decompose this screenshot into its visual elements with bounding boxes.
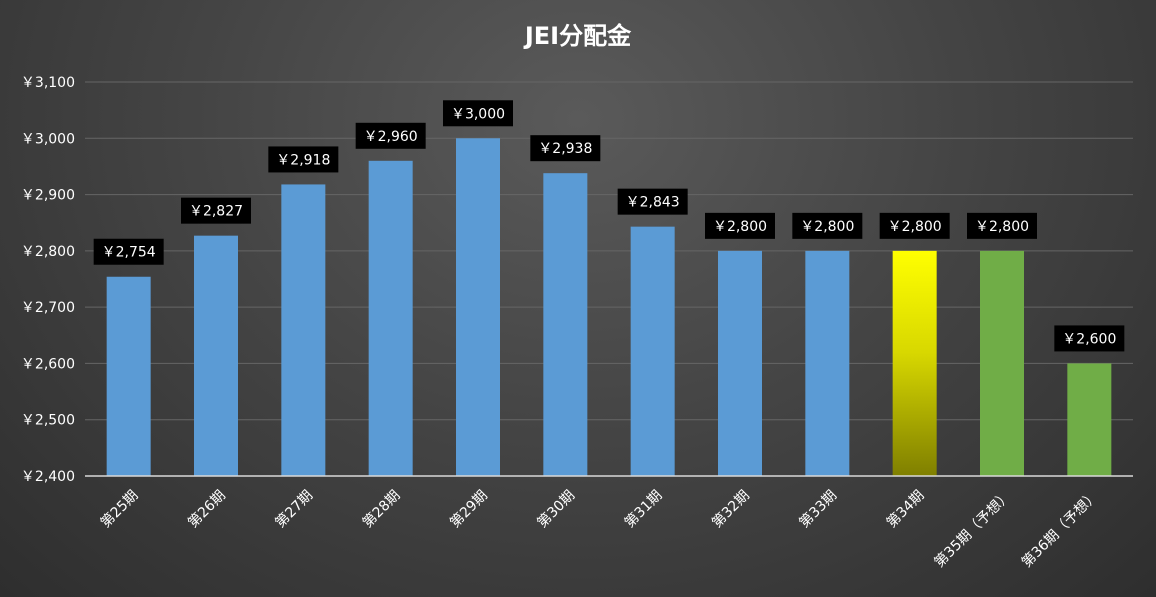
x-tick-label: 第35期（予想） bbox=[931, 487, 1015, 571]
x-tick-label: 第31期 bbox=[621, 487, 665, 531]
bar bbox=[368, 160, 413, 477]
x-tick-label: 第36期（予想） bbox=[1018, 487, 1102, 571]
x-axis: 第25期 第26期 第27期 第28期 第29期 第30期 第31期 第32期 第33期 第34期… bbox=[85, 475, 1133, 571]
bar bbox=[194, 235, 238, 476]
data-label-box bbox=[268, 146, 339, 173]
y-axis: ￥2,400 ￥2,500 ￥2,600 ￥2,700 ￥2,800 ￥2,900 ￥3,0… bbox=[21, 75, 75, 485]
x-tick-label: 第32期 bbox=[708, 487, 752, 531]
bar bbox=[630, 226, 675, 476]
data-label-box bbox=[443, 100, 513, 127]
data-label-box bbox=[792, 212, 863, 239]
bar bbox=[892, 250, 937, 476]
data-label-box bbox=[705, 212, 775, 239]
bar bbox=[106, 276, 151, 476]
bar bbox=[805, 250, 850, 476]
data-label: ￥2,843 bbox=[626, 195, 680, 211]
data-label-box bbox=[1054, 325, 1125, 352]
data-label: ￥2,938 bbox=[538, 141, 592, 157]
data-label: ￥2,800 bbox=[888, 219, 942, 235]
bar bbox=[980, 250, 1024, 476]
y-tick-label: ￥3,100 bbox=[21, 75, 75, 91]
data-label-box bbox=[967, 212, 1037, 239]
y-tick-label: ￥2,900 bbox=[21, 188, 75, 204]
x-tick-label: 第27期 bbox=[272, 487, 316, 531]
x-tick-label: 第29期 bbox=[446, 487, 490, 531]
data-label-box bbox=[181, 197, 251, 224]
data-label: ￥2,918 bbox=[276, 152, 330, 168]
data-label: ￥2,827 bbox=[189, 204, 243, 220]
y-tick-label: ￥2,800 bbox=[21, 244, 75, 260]
data-label-box bbox=[879, 212, 950, 239]
x-tick-label: 第26期 bbox=[184, 487, 228, 531]
data-label: ￥2,754 bbox=[102, 245, 156, 261]
y-tick-label: ￥3,000 bbox=[21, 131, 75, 147]
bar bbox=[456, 138, 500, 477]
x-tick-label: 第28期 bbox=[359, 487, 403, 531]
bar bbox=[281, 184, 326, 476]
bar bbox=[543, 173, 588, 476]
chart-title: JEI分配金 bbox=[523, 22, 632, 50]
data-label: ￥2,960 bbox=[364, 129, 418, 145]
x-tick-label: 第30期 bbox=[534, 487, 578, 531]
y-tick-label: ￥2,700 bbox=[21, 300, 75, 316]
data-label: ￥2,800 bbox=[800, 219, 854, 235]
x-tick-label: 第33期 bbox=[796, 487, 840, 531]
y-tick-label: ￥2,500 bbox=[21, 413, 75, 429]
data-label: ￥2,800 bbox=[713, 219, 767, 235]
bar bbox=[1067, 363, 1112, 476]
data-label-box bbox=[93, 238, 164, 265]
y-tick-label: ￥2,400 bbox=[21, 469, 75, 485]
data-label-box bbox=[617, 188, 688, 215]
y-tick-label: ￥2,600 bbox=[21, 356, 75, 372]
data-label: ￥3,000 bbox=[451, 106, 505, 122]
x-tick-label: 第34期 bbox=[883, 487, 927, 531]
x-tick-label: 第25期 bbox=[97, 487, 141, 531]
data-label: ￥2,600 bbox=[1062, 331, 1116, 347]
data-label-box bbox=[355, 122, 426, 149]
data-label-box bbox=[530, 135, 601, 162]
bars bbox=[106, 138, 1112, 477]
data-labels: ￥2,754 ￥2,827 ￥2,918 ￥2,960 ￥3,000 ￥2,938 ￥2,8… bbox=[93, 100, 1125, 352]
gridlines bbox=[85, 81, 1133, 421]
data-label: ￥2,800 bbox=[975, 219, 1029, 235]
bar bbox=[718, 250, 762, 476]
